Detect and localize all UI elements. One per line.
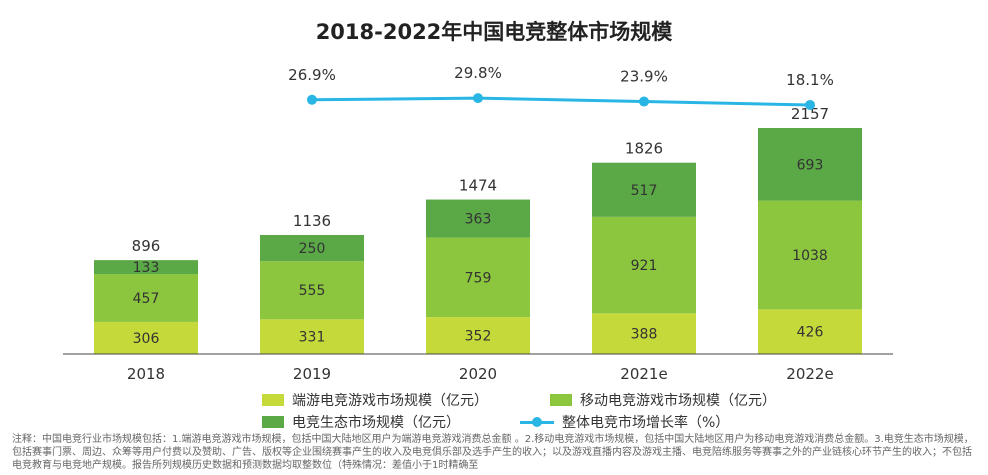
total-label-2019: 1136 [293,212,331,230]
data-label-2019-series-1: 331 [299,330,326,346]
data-label-2019-series-2: 555 [299,283,326,299]
bar-segment-2020-series-3 [426,199,530,238]
x-tick-label-2022e: 2022e [786,365,833,383]
data-label-2022e-series-3: 693 [797,157,824,173]
total-label-2022e: 2157 [791,105,829,123]
growth-rate-label-2019: 26.9% [288,66,336,84]
bar-segment-2021e-series-2 [592,216,696,314]
bar-segment-2020-series-2 [426,237,530,318]
stacked-bar-chart: 306 457 133 896 2018 331 555 250 1136 2019 352 759 3… [63,64,893,383]
data-label-2022e-series-2: 1038 [792,248,828,264]
growth-rate-point-2020 [473,93,483,104]
x-tick-label-2018: 2018 [127,365,165,383]
bar-segment-2019-series-2 [260,261,364,320]
legend-item-ecosystem: 电竞生态市场规模（亿元） [262,412,460,432]
data-label-2018-series-3: 133 [133,260,160,276]
data-label-2021e-series-2: 921 [631,258,658,274]
x-tick-label-2020: 2020 [459,365,497,383]
x-tick-label-2019: 2019 [293,365,331,383]
growth-rate-label-2020: 29.8% [454,64,502,82]
legend-item-growth-rate: 整体电竞市场增长率（%） [520,412,729,432]
data-label-2018-series-1: 306 [133,331,160,347]
footnote: 注释：中国电竞行业市场规模包括：1.端游电竞游戏市场规模，包括中国大陆地区用户为… [12,434,974,471]
data-label-2020-series-2: 759 [465,270,492,286]
growth-rate-label-2022e: 18.1% [786,71,834,89]
bar-segment-2018-series-3 [94,260,198,275]
bar-segment-2022e-series-2 [758,200,862,310]
legend-label-pc-esports: 端游电竞游戏市场规模（亿元） [292,393,488,409]
data-label-2021e-series-1: 388 [631,327,658,343]
bar-segment-2018-series-2 [94,274,198,322]
legend-swatch-ecosystem [262,416,284,428]
bar-segment-2019-series-1 [260,319,364,354]
total-label-2018: 896 [132,237,161,255]
bar-segment-2020-series-1 [426,317,530,354]
data-label-2018-series-2: 457 [133,291,160,307]
bar-segment-2021e-series-3 [592,162,696,217]
total-label-2020: 1474 [459,177,497,195]
growth-rate-label-2021e: 23.9% [620,68,668,86]
data-label-2020-series-1: 352 [465,329,492,345]
growth-rate-point-2021e [639,96,649,107]
legend-item-pc-esports: 端游电竞游戏市场规模（亿元） [262,390,488,410]
total-label-2021e: 1826 [625,140,663,158]
data-label-2019-series-3: 250 [299,241,326,257]
legend-swatch-growth-rate [520,416,554,428]
bar-segment-2022e-series-3 [758,128,862,201]
legend-label-mobile-esports: 移动电竞游戏市场规模（亿元） [580,393,776,409]
data-label-2022e-series-1: 426 [797,325,824,341]
growth-rate-point-2019 [307,94,317,105]
data-label-2020-series-3: 363 [465,212,492,228]
legend-label-ecosystem: 电竞生态市场规模（亿元） [292,415,460,431]
legend-swatch-pc-esports [262,394,284,406]
data-label-2021e-series-3: 517 [631,183,658,199]
bar-segment-2018-series-1 [94,321,198,354]
legend-item-mobile-esports: 移动电竞游戏市场规模（亿元） [550,390,776,410]
bar-segment-2022e-series-1 [758,309,862,354]
bar-segment-2021e-series-1 [592,313,696,354]
growth-rate-point-2022e [805,99,815,110]
legend-label-growth-rate: 整体电竞市场增长率（%） [562,415,730,431]
x-tick-label-2021e: 2021e [620,365,667,383]
growth-rate-line [311,96,811,107]
legend-swatch-mobile-esports [550,394,572,406]
bar-segment-2019-series-3 [260,234,364,262]
chart-title: 2018-2022年中国电竞整体市场规模 [315,20,673,44]
